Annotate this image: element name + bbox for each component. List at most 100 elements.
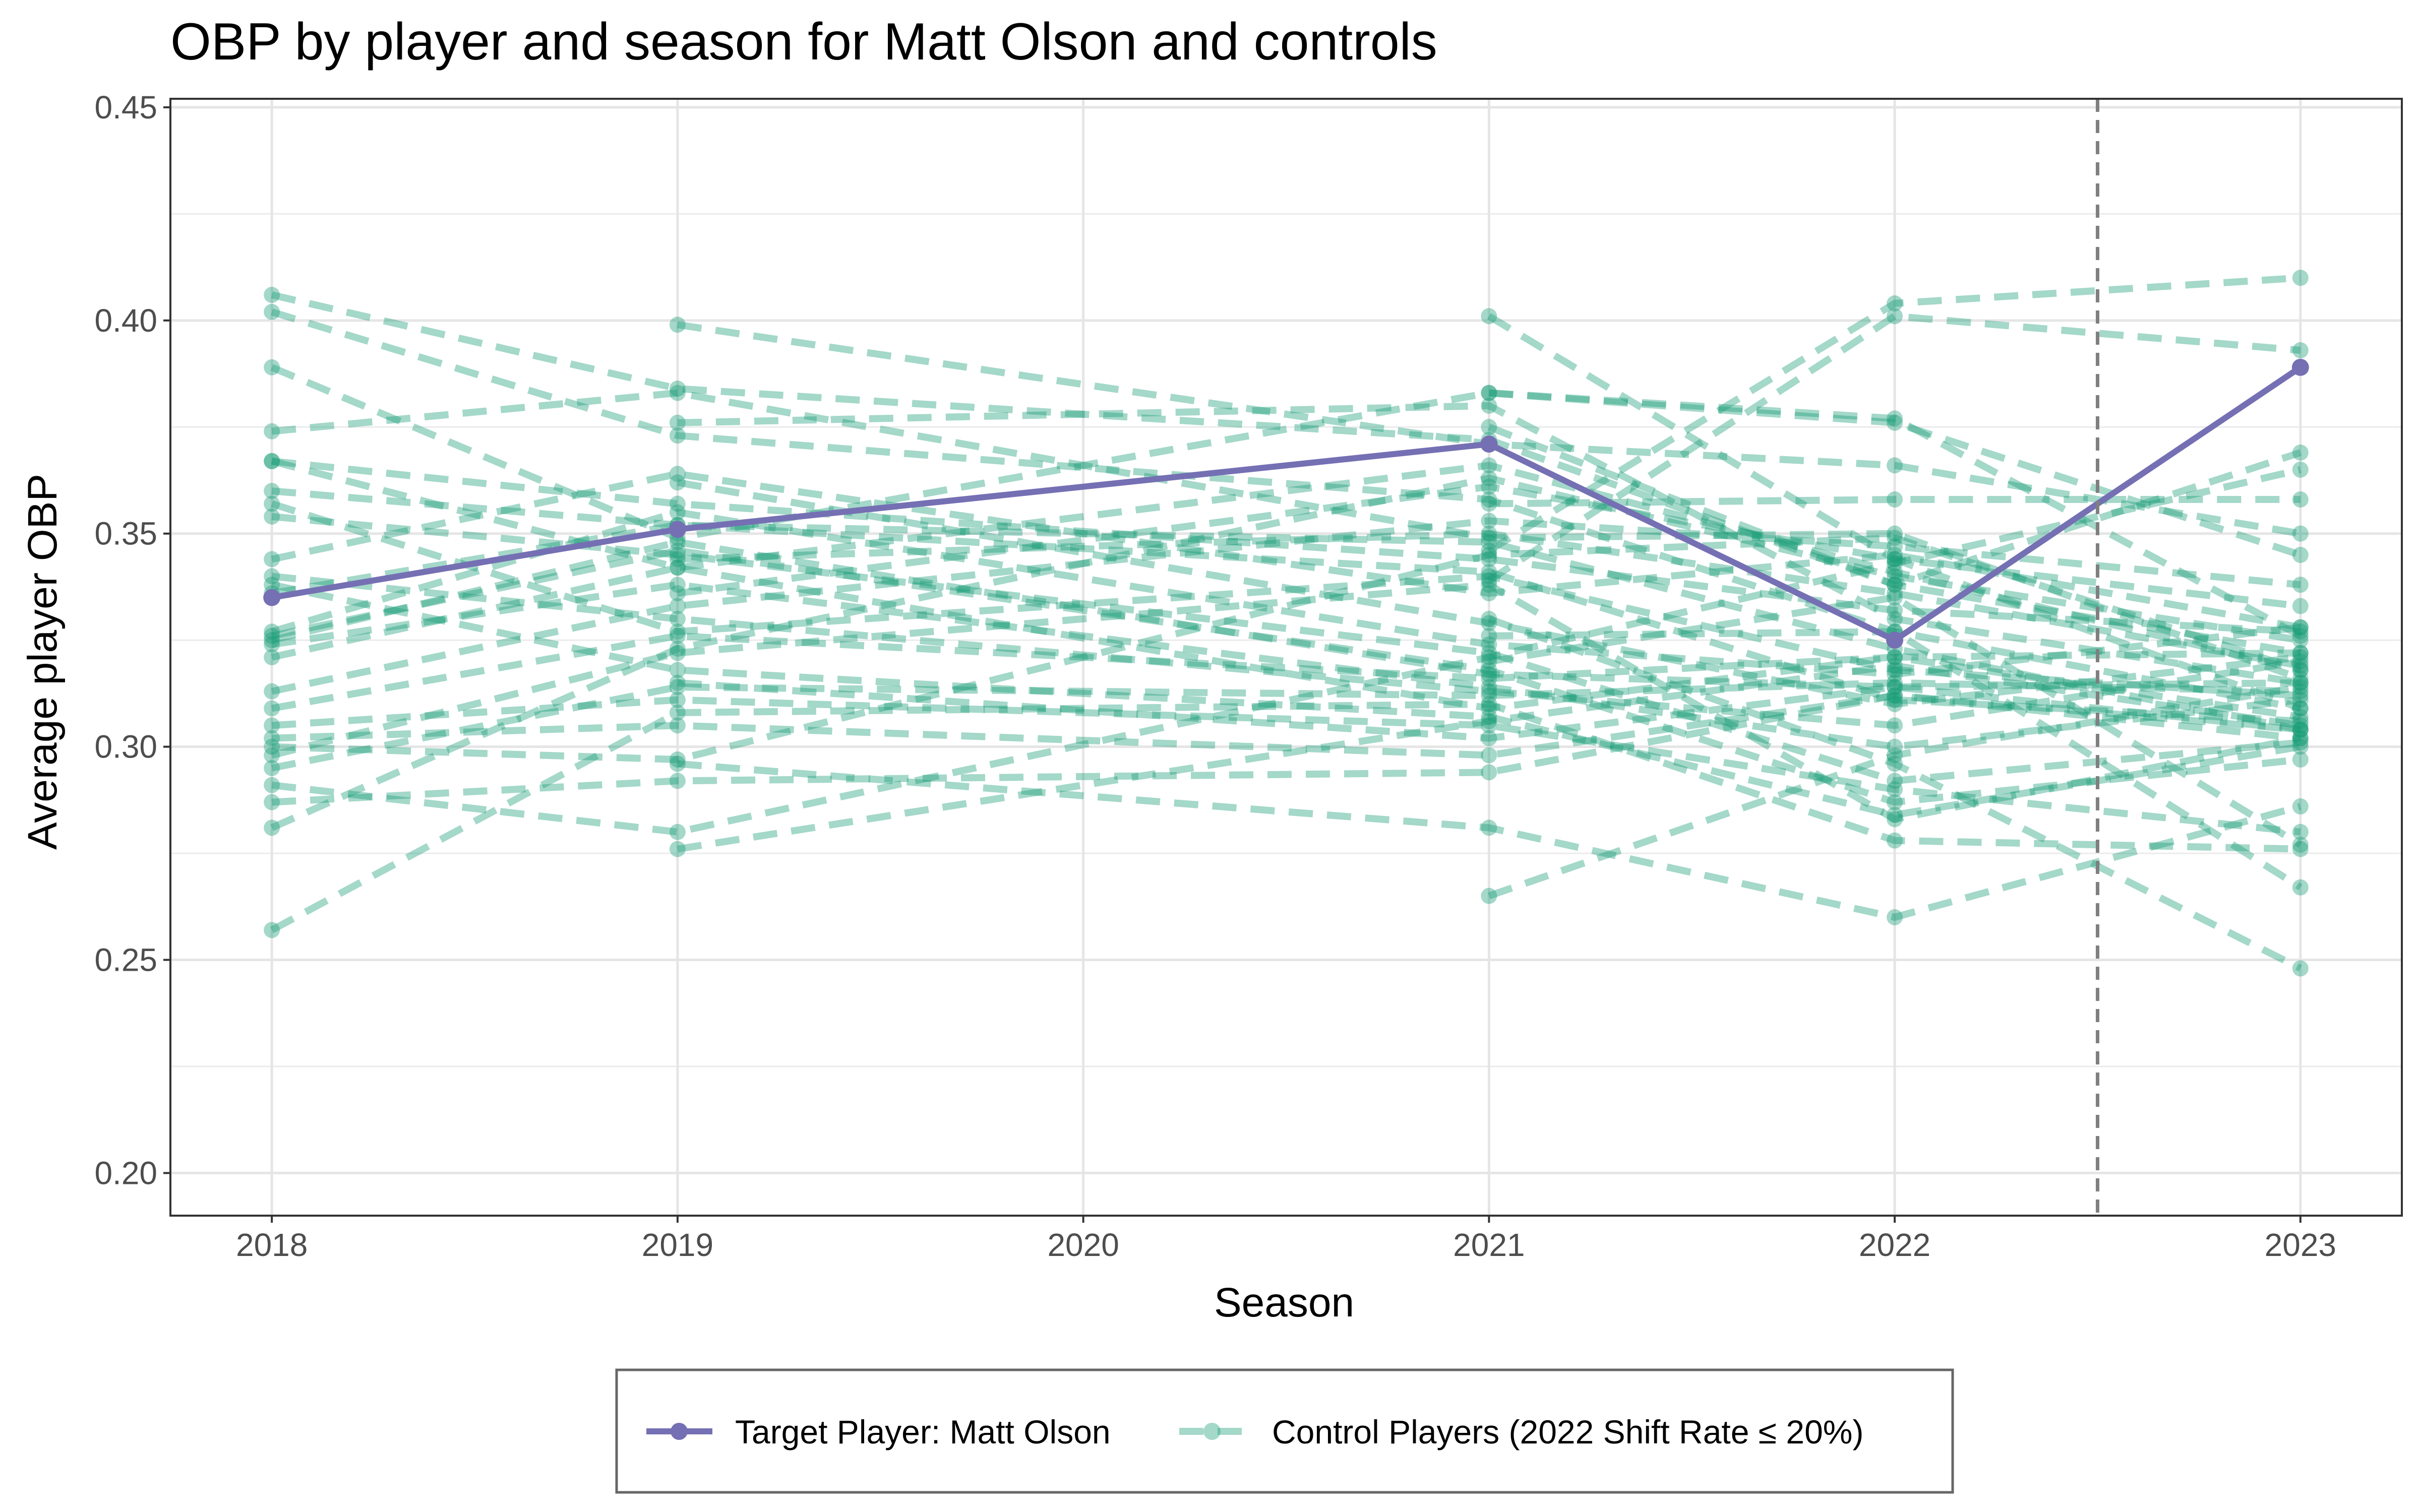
control-player-point: [1481, 419, 1497, 435]
control-player-point: [2292, 700, 2309, 717]
control-player-point: [669, 755, 686, 772]
control-player-point: [2292, 577, 2309, 593]
control-player-line: [271, 547, 2301, 806]
control-player-line: [677, 679, 2301, 742]
control-player-point: [2292, 670, 2309, 687]
control-player-line: [1488, 683, 2301, 900]
control-player-point: [669, 674, 686, 691]
control-player-series: [264, 470, 2309, 836]
control-player-point: [2292, 730, 2309, 746]
legend-item-target: Target Player: Matt Olson: [646, 1413, 1111, 1451]
control-player-point: [1887, 832, 1903, 849]
control-player-point: [2292, 683, 2309, 700]
control-player-point: [669, 627, 686, 644]
control-player-point: [1481, 397, 1497, 414]
control-player-point: [264, 568, 280, 585]
control-player-line: [270, 364, 2302, 558]
target-player-point: [1480, 435, 1498, 453]
control-player-point: [669, 577, 686, 593]
control-player-point: [2292, 623, 2309, 640]
control-player-point: [264, 820, 280, 836]
control-player-series: [264, 513, 2309, 700]
control-player-line: [271, 692, 2301, 806]
control-player-point: [669, 841, 686, 857]
control-player-point: [2292, 721, 2309, 738]
plot-grid: [170, 99, 2402, 1216]
control-player-line: [271, 500, 2301, 700]
control-player-point: [1887, 551, 1903, 568]
control-player-point: [669, 534, 686, 550]
control-player-point: [1481, 572, 1497, 589]
control-player-point: [669, 717, 686, 734]
legend-label-controls: Control Players (2022 Shift Rate ≤ 20%): [1272, 1413, 1863, 1451]
control-player-series: [264, 508, 2309, 789]
control-player-line: [271, 679, 2301, 772]
control-player-point: [1481, 615, 1497, 632]
control-player-point: [1887, 547, 1903, 563]
y-tick-label: 0.25: [94, 942, 157, 978]
control-player-point: [669, 559, 686, 576]
control-player-point: [1887, 679, 1903, 696]
control-player-point: [1481, 683, 1497, 700]
control-player-series: [264, 577, 2309, 823]
control-player-point: [669, 645, 686, 661]
control-player-line: [1487, 313, 2301, 610]
control-player-series: [264, 542, 2309, 810]
control-player-series: [264, 691, 2309, 840]
control-player-point: [264, 738, 280, 755]
x-tick-label: 2021: [1453, 1227, 1525, 1263]
control-player-point: [1887, 662, 1903, 678]
control-player-point: [264, 287, 280, 303]
control-player-point: [1481, 525, 1497, 542]
control-player-point: [2292, 445, 2309, 461]
control-player-point: [264, 649, 280, 665]
control-player-line: [271, 389, 2302, 682]
control-player-point: [1481, 568, 1497, 585]
control-player-point: [669, 773, 686, 789]
control-player-point: [669, 824, 686, 840]
control-player-point: [2292, 662, 2309, 678]
control-player-point: [1887, 457, 1903, 474]
legend-box: [615, 1368, 1954, 1494]
legend-key-target-point: [671, 1423, 688, 1440]
x-tick-label: 2023: [2265, 1227, 2336, 1263]
control-player-point: [1887, 577, 1903, 593]
control-player-point: [1887, 811, 1903, 828]
control-player-point: [1481, 649, 1497, 665]
control-player-series: [669, 674, 2309, 746]
control-player-point: [669, 641, 686, 657]
control-player-line: [271, 308, 2302, 712]
control-player-series: [264, 674, 2309, 776]
x-tick-label: 2019: [642, 1227, 713, 1263]
control-player-point: [264, 359, 280, 375]
control-player-point: [264, 777, 280, 793]
control-player-point: [2292, 738, 2309, 755]
control-player-point: [1481, 542, 1497, 559]
control-player-point: [264, 632, 280, 649]
control-player-point: [669, 385, 686, 401]
control-player-point: [669, 466, 686, 482]
control-player-line: [271, 581, 2302, 823]
control-player-point: [2292, 734, 2309, 751]
control-player-line: [271, 457, 2301, 636]
control-player-point: [1481, 747, 1497, 764]
control-player-point: [1481, 457, 1497, 474]
control-player-point: [669, 542, 686, 559]
control-series-group: [264, 270, 2309, 977]
control-player-point: [1887, 909, 1903, 925]
target-player-point: [669, 521, 686, 538]
control-player-series: [264, 559, 2309, 717]
control-player-point: [1887, 696, 1903, 713]
control-player-point: [1887, 610, 1903, 627]
control-player-point: [669, 317, 686, 333]
control-player-line: [1488, 389, 2303, 639]
control-player-point: [264, 636, 280, 653]
control-player-line: [271, 458, 2302, 674]
control-player-point: [1481, 577, 1497, 593]
control-player-point: [1887, 717, 1903, 734]
control-player-line: [271, 632, 2301, 721]
control-player-point: [1481, 610, 1497, 627]
control-player-point: [1481, 551, 1497, 568]
x-tick-label: 2018: [236, 1227, 308, 1263]
control-player-series: [264, 568, 2309, 734]
